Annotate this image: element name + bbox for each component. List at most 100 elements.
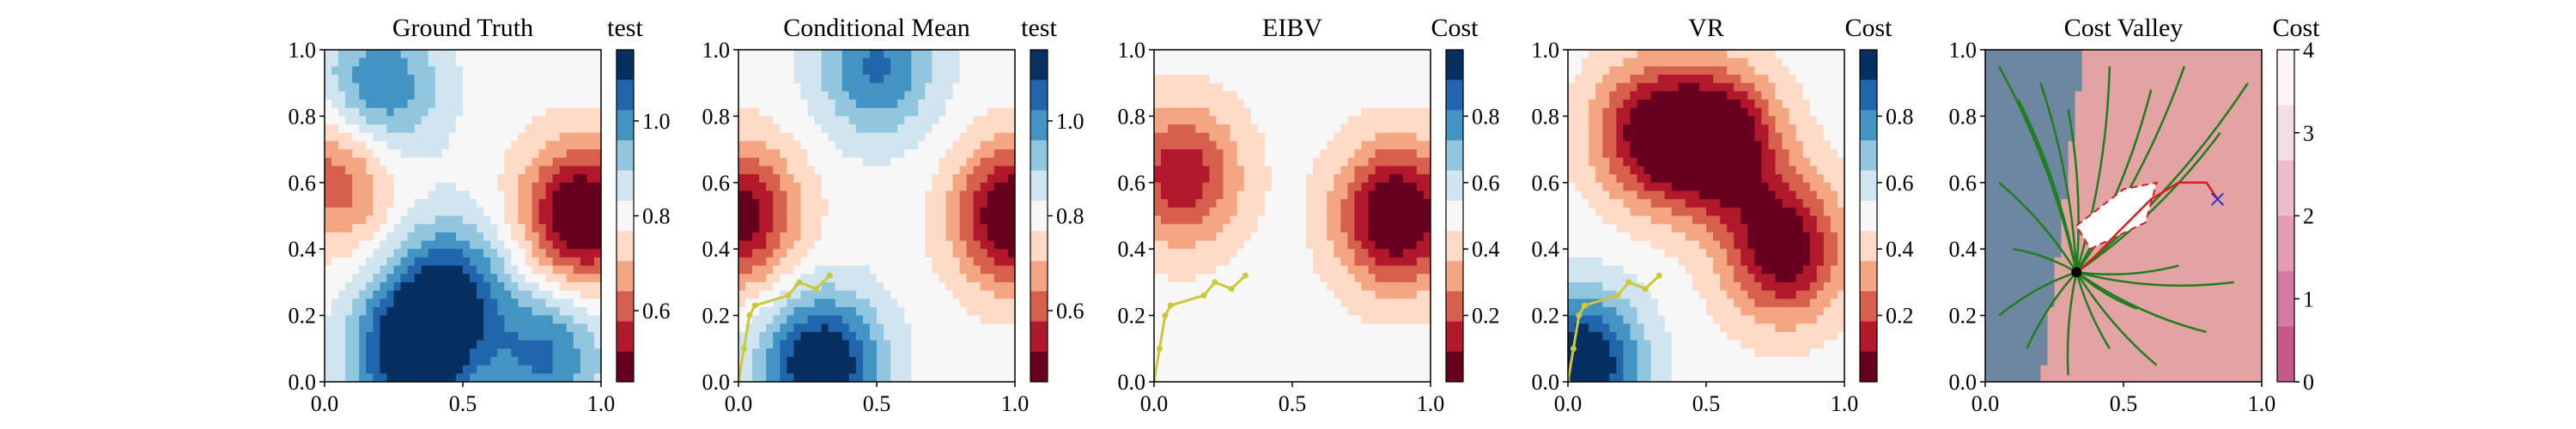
heat-cell [504, 141, 512, 150]
heat-cell [359, 257, 367, 267]
heat-cell [1154, 166, 1162, 175]
heat-cell [800, 199, 809, 208]
heat-cell [884, 331, 891, 341]
heat-cell [1161, 340, 1169, 349]
heat-cell [593, 224, 601, 233]
heat-cell [1382, 365, 1390, 374]
heat-cell [980, 224, 988, 233]
heat-cell [338, 257, 346, 267]
heat-cell [884, 323, 891, 333]
heat-cell [352, 199, 360, 208]
heat-cell [793, 107, 802, 118]
heat-cell [766, 50, 774, 59]
heat-cell [993, 75, 1002, 84]
heat-cell [1257, 157, 1266, 167]
heat-cell [434, 66, 443, 76]
heat-cell [1209, 348, 1218, 358]
heat-cell [477, 323, 484, 333]
heat-cell [434, 257, 443, 267]
heat-cell [1250, 66, 1259, 76]
heat-cell [1402, 373, 1411, 382]
heat-cell [1243, 315, 1252, 324]
heat-cell [359, 331, 367, 341]
heat-cell [331, 100, 339, 109]
heat-cell [393, 265, 402, 275]
colorbar-tick-label: 0.4 [1472, 237, 1500, 262]
heat-cell [538, 306, 547, 317]
heat-cell [807, 132, 816, 142]
heat-cell [1168, 107, 1176, 118]
heat-cell [407, 124, 416, 134]
heat-cell [1236, 107, 1245, 118]
heat-cell [848, 215, 857, 225]
heat-cell [745, 373, 753, 382]
heat-cell [952, 299, 961, 308]
heat-cell [586, 91, 595, 100]
heat-cell [1395, 373, 1404, 382]
heat-cell [766, 232, 774, 242]
heat-cell [470, 356, 477, 366]
heat-cell [1768, 50, 1777, 59]
heat-cell [1154, 66, 1162, 76]
heat-cell [497, 340, 505, 349]
heat-cell [821, 141, 829, 150]
heat-cell [1388, 199, 1397, 208]
colorbar-swatch [1030, 50, 1048, 81]
heat-cell [835, 50, 843, 59]
heat-cell [1299, 182, 1307, 192]
heat-cell [586, 50, 595, 59]
heat-cell [1340, 190, 1348, 200]
heat-cell [421, 257, 429, 267]
heat-cell [1271, 323, 1279, 333]
heat-cell [980, 124, 988, 134]
heat-cell [1609, 50, 1617, 59]
heat-cell [345, 182, 353, 192]
heat-cell [766, 274, 774, 283]
heat-cell [532, 340, 540, 349]
heat-cell [338, 182, 346, 192]
heat-cell [1313, 141, 1321, 150]
heat-cell [1409, 290, 1418, 299]
heat-cell [331, 124, 339, 134]
heat-cell [807, 157, 816, 167]
heat-cell [325, 365, 332, 374]
heat-cell [1299, 240, 1307, 250]
heat-cell [1168, 166, 1176, 175]
heat-cell [841, 149, 850, 159]
heat-cell [428, 75, 436, 84]
heat-cell [1175, 157, 1182, 167]
heat-cell [490, 157, 498, 167]
heat-cell [483, 100, 491, 109]
heat-cell [477, 373, 484, 382]
heat-cell [987, 249, 995, 258]
heat-cell [848, 356, 857, 366]
heat-cell [759, 240, 767, 250]
heat-cell [973, 82, 981, 92]
heat-cell [1161, 57, 1169, 67]
heat-cell [862, 348, 871, 358]
heat-cell [593, 174, 601, 184]
heat-cell [338, 107, 346, 118]
heat-cell [483, 157, 491, 167]
heat-cell [759, 232, 767, 242]
heat-cell [932, 124, 940, 134]
heat-cell [1250, 215, 1259, 225]
heat-cell [766, 224, 774, 233]
heat-cell [386, 57, 395, 67]
heat-cell [573, 124, 581, 134]
heat-cell [1271, 265, 1279, 275]
heat-cell [1368, 91, 1376, 100]
heat-cell [932, 66, 940, 76]
heat-cell [1188, 274, 1196, 283]
colorbar: 0.60.81.0 [1030, 49, 1084, 383]
heat-cell [455, 281, 464, 292]
heat-cell [1209, 356, 1218, 366]
heat-cell [338, 207, 346, 217]
heat-cell [1409, 257, 1418, 267]
heat-cell [766, 174, 774, 184]
heat-cell [807, 141, 816, 150]
heat-cell [1271, 166, 1279, 175]
heat-cell [862, 306, 871, 317]
heat-cell [939, 274, 947, 283]
heat-cell [814, 124, 823, 134]
